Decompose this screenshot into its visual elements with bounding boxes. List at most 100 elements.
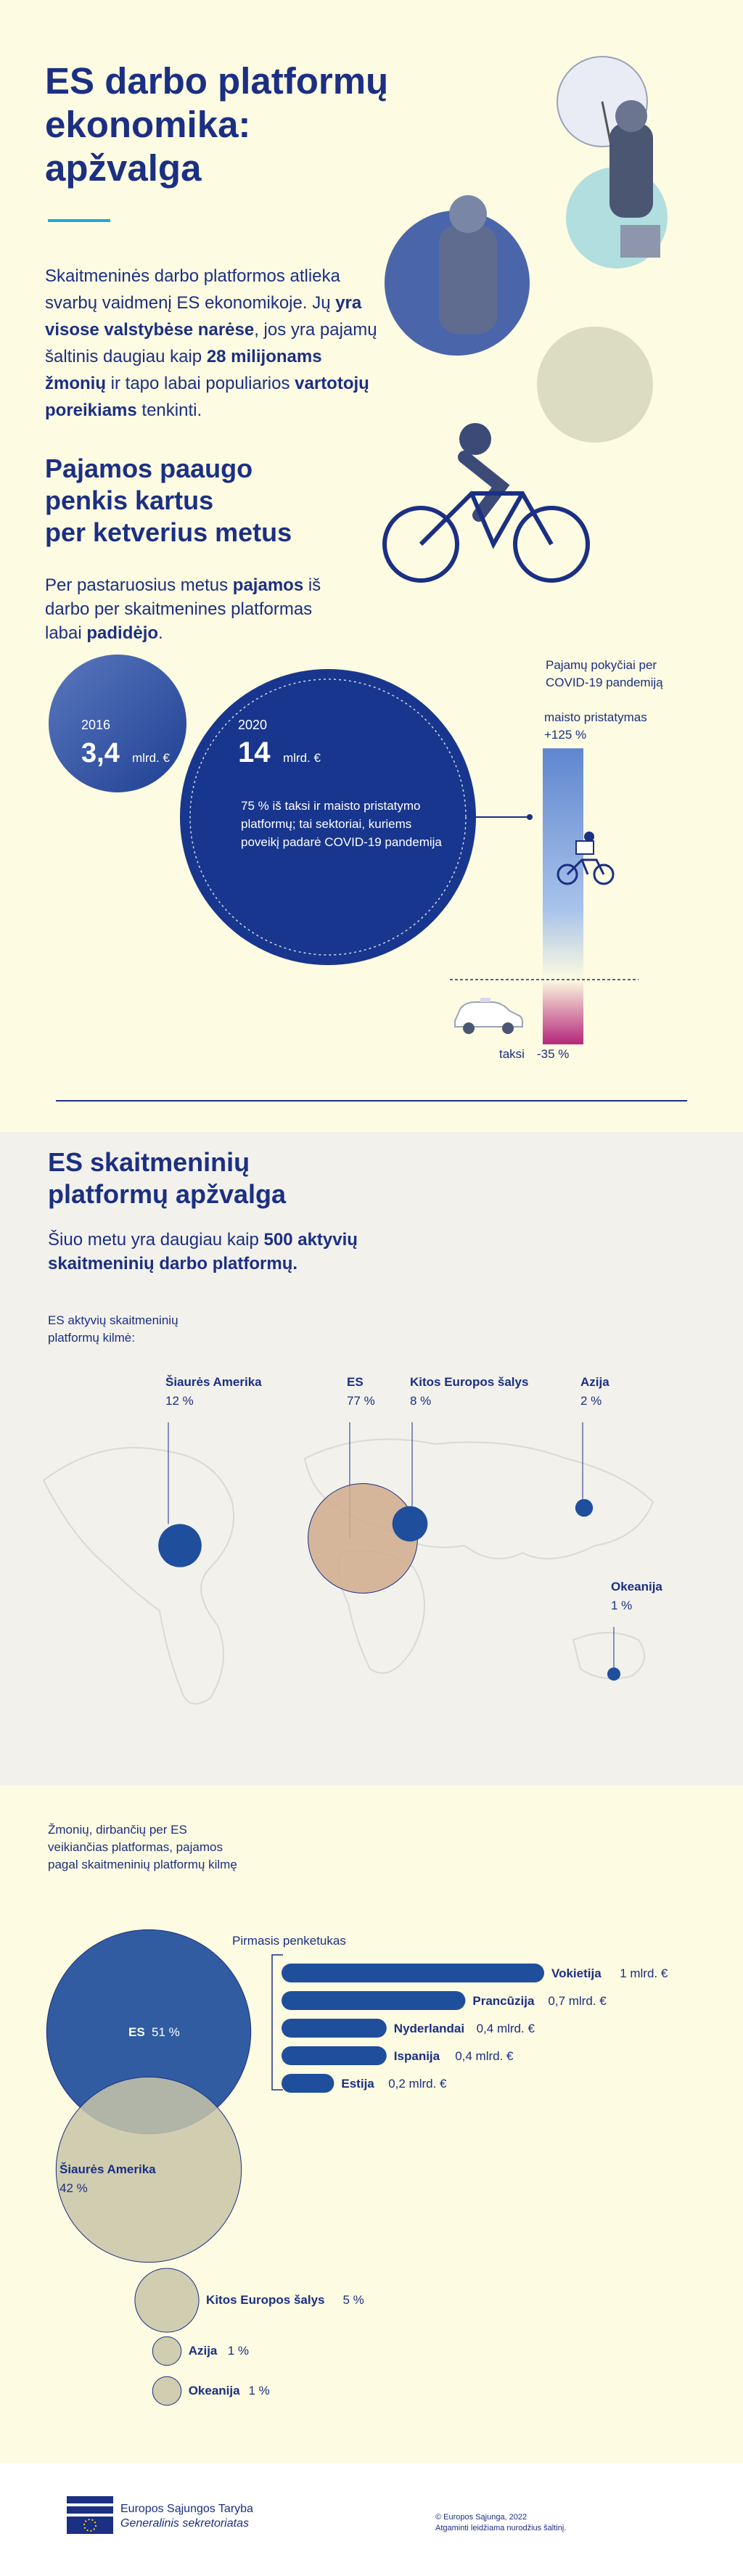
footer: [0, 2464, 743, 2576]
intro-sentence-1: Skaitmeninės darbo platformos atlieka sv…: [45, 266, 340, 313]
top5-value-label: 1 mlrd. €: [620, 1966, 668, 1980]
bubble-2016: [49, 655, 186, 792]
value-2020: 14: [238, 737, 271, 768]
council-logo: [67, 2496, 113, 2534]
bicycle-frame-icon: [419, 491, 554, 549]
growth-heading-line: per ketverius metus: [45, 517, 292, 547]
title-line-3: apžvalga: [45, 147, 202, 189]
section-divider: [56, 1100, 687, 1102]
top5-value-label: 0,2 mlrd. €: [388, 2077, 447, 2091]
origin-category-label: Azija: [580, 1375, 609, 1389]
top5-bracket: [271, 1954, 283, 2091]
footer-org-line1: Europos Sąjungos Taryba: [120, 2503, 253, 2515]
title-underline: [48, 219, 110, 222]
origin-bubble: [392, 1506, 428, 1542]
intro-bold: 28 milijonams žmonių: [45, 347, 322, 393]
intro-part: Jų: [312, 293, 336, 313]
pandemic-note: 75 % iš taksi ir maisto pristatymo platf…: [241, 799, 442, 849]
courier-figure: [439, 225, 497, 334]
origin-value-label: 77 %: [347, 1394, 375, 1408]
top5-bar: [282, 1991, 466, 2010]
food-label: maisto pristatymas: [544, 710, 647, 724]
top5-bar: [282, 2046, 387, 2065]
growth-heading-line: penkis kartus: [45, 485, 214, 515]
unit-2016: mlrd. €: [132, 751, 171, 765]
top5-value-label: 0,4 mlrd. €: [455, 2049, 514, 2063]
footer-copyright-line1: © Europos Sąjunga, 2022: [435, 2513, 528, 2522]
top5-category-label: Estija: [341, 2077, 374, 2091]
income-category-label: Okeanija: [189, 2384, 240, 2397]
covid-bars: [450, 748, 639, 1045]
origin-label-line: platformų kilmė:: [48, 1331, 135, 1345]
income-value-label: 1 %: [228, 2344, 249, 2358]
income-bubble: [134, 2268, 200, 2333]
photographer-figure: [609, 123, 653, 218]
bubble-2020: [180, 669, 476, 965]
origin-value-label: 2 %: [580, 1394, 602, 1408]
origin-category-label: ES: [347, 1375, 364, 1389]
overview-subtitle-bold: 500: [263, 1230, 293, 1250]
origin-bubble: [158, 1524, 202, 1567]
overview-subtitle-text: Šiuo metu yra daugiau kaip: [48, 1230, 264, 1250]
income-value-label: 42 %: [59, 2181, 88, 2195]
growth-text: .: [158, 623, 163, 643]
parcel-icon: [620, 225, 660, 258]
top5-bar: [282, 1964, 544, 1982]
income-label-line: veikiančias platformas, pajamos: [48, 1840, 223, 1854]
overview-heading-line: platformų apžvalga: [48, 1179, 287, 1209]
intro-part: ir tapo labai populiarios: [106, 374, 295, 393]
income-bubble: [152, 2336, 182, 2366]
bicycle-wheel-icon: [382, 506, 459, 583]
income-category-label: Šiaurės Amerika: [59, 2162, 156, 2176]
origin-bubbles: Šiaurės Amerika 12 % ES 77 % Kitos Europos š…: [158, 1375, 662, 1681]
income-category-label: ES: [128, 2025, 145, 2039]
income-label: Žmonių, dirbančių per ES veikiančias pla…: [48, 1821, 309, 1874]
decor-circle: [537, 327, 653, 443]
origin-category-label: Šiaurės Amerika: [165, 1375, 262, 1389]
top5-value-label: 0,4 mlrd. €: [477, 2022, 535, 2035]
footer-org: Europos Sąjungos Taryba Generalinis sekr…: [120, 2502, 253, 2531]
income-label-line: Žmonių, dirbančių per ES: [48, 1823, 187, 1837]
top5-category-label: Nyderlandai: [394, 2022, 464, 2035]
intro-part: tenkinti.: [136, 401, 202, 420]
top5-category-label: Prancūzija: [472, 1994, 535, 2008]
top5-bar: [282, 2074, 334, 2093]
origin-category-label: Kitos Europos šalys: [410, 1375, 528, 1389]
origin-category-label: Okeanija: [611, 1580, 662, 1593]
income-value-label: 51 %: [152, 2025, 180, 2039]
overview-heading-line: ES skaitmeninių: [48, 1147, 250, 1177]
growth-text: Per pastaruosius metus: [45, 575, 233, 595]
income-category-label: Azija: [189, 2344, 218, 2358]
intro-bold: vartotojų poreikiams: [45, 374, 369, 420]
label-2020: 2020: [238, 718, 267, 732]
pandemic-note-box: 75 % iš taksi ir maisto pristatymo platf…: [241, 799, 442, 849]
taxi-car-icon: [454, 998, 523, 1034]
growth-paragraph: Per pastaruosius metus pajamos iš darbo …: [45, 573, 350, 645]
intro-bold: yra visose valstybėse narėse: [45, 293, 362, 340]
origin-label-line: ES aktyvių skaitmeninių: [48, 1313, 178, 1327]
revenue-growth-chart: 2016 3,4 mlrd. € 2020 14 mlrd. € 75 % iš…: [49, 655, 663, 1061]
footer-copyright-line2: Atgaminti leidžiama nurodžius šaltinį.: [435, 2524, 567, 2532]
origin-value-label: 12 %: [165, 1394, 194, 1408]
income-bubble: [152, 2376, 182, 2406]
income-bubbles: ES 51 % Šiaurės Amerika 42 % Kitos Europos š…: [46, 1929, 364, 2406]
overview-heading: ES skaitmeninių platformų apžvalga: [48, 1147, 425, 1210]
taxi-value: -35 %: [537, 1047, 569, 1061]
top5-category-label: Vokietija: [551, 1966, 602, 1980]
income-chart: ES 51 % Šiaurės Amerika 42 % Kitos Europos š…: [46, 1929, 668, 2406]
page-title: ES darbo platformų ekonomika: apžvalga: [45, 60, 451, 190]
income-bubble: [55, 2076, 242, 2263]
growth-heading-line: Pajamos paaugo: [45, 454, 253, 483]
bicycle-wheel-icon: [513, 506, 590, 583]
income-value-label: 1 %: [249, 2384, 270, 2397]
top5-bar: [282, 2019, 387, 2038]
food-value: +125 %: [544, 728, 586, 742]
top5-title: Pirmasis penketukas: [232, 1934, 346, 1948]
origin-bubble: [607, 1668, 620, 1681]
origin-value-label: 1 %: [611, 1599, 632, 1612]
origin-map-chart: Šiaurės Amerika 12 % ES 77 % Kitos Europos š…: [42, 1375, 662, 1705]
income-label-line: pagal skaitmeninių platformų kilmę: [48, 1858, 237, 1871]
top5-value-label: 0,7 mlrd. €: [548, 1994, 607, 2008]
covid-title-line2: COVID-19 pandemiją: [546, 676, 663, 689]
origin-value-label: 8 %: [410, 1394, 431, 1408]
